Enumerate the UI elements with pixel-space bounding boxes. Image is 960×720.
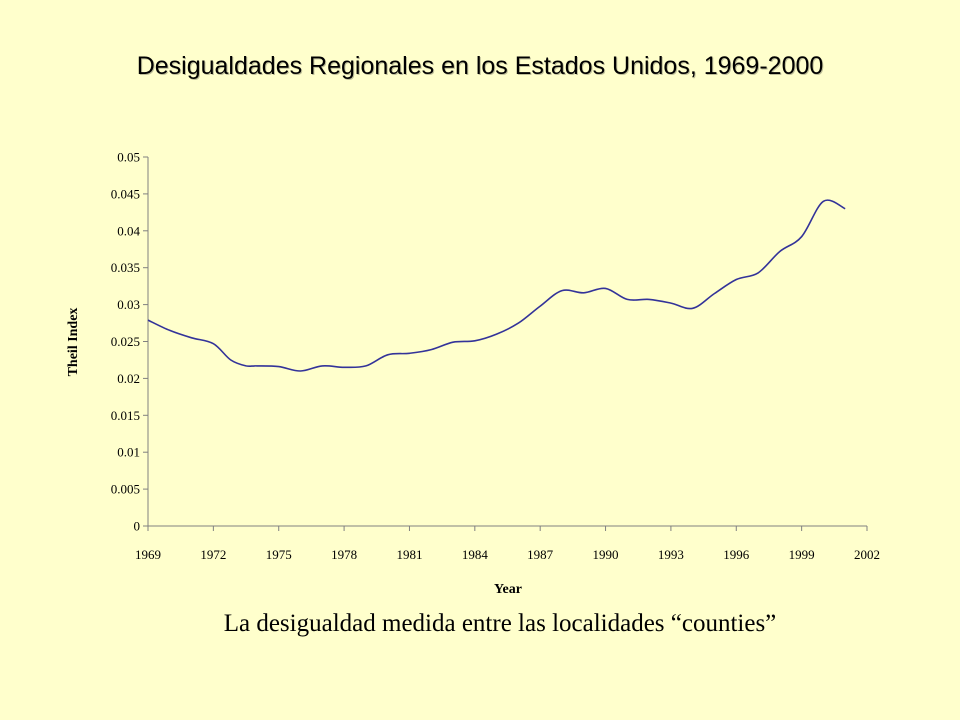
x-tick-label: 1999 — [789, 547, 815, 562]
y-tick-label: 0 — [134, 519, 141, 534]
x-tick-label: 1990 — [593, 547, 619, 562]
x-tick-label: 1993 — [658, 547, 684, 562]
x-tick-label: 1978 — [331, 547, 357, 562]
x-tick-label: 1996 — [723, 547, 750, 562]
x-axis-ticks: 1969 1972 1975 1978 1981 1984 1987 1990 1993 1996… — [135, 526, 880, 562]
x-axis-title: Year — [494, 582, 522, 597]
y-axis-title: Theil Index — [66, 308, 81, 377]
x-tick-label: 1984 — [462, 547, 489, 562]
chart-caption: La desigualdad medida entre las localida… — [223, 610, 777, 637]
y-axis-ticks: 0 0.005 0.01 0.015 0.02 0.025 0.03 0.035 0.04 0.0… — [111, 150, 148, 534]
x-tick-label: 2002 — [854, 547, 880, 562]
x-tick-label: 1972 — [200, 547, 226, 562]
chart-axes — [147, 157, 867, 527]
x-tick-label: 1969 — [135, 547, 161, 562]
y-tick-label: 0.03 — [117, 297, 140, 312]
y-tick-label: 0.015 — [111, 408, 140, 423]
y-tick-label: 0.045 — [111, 186, 140, 201]
y-tick-label: 0.025 — [111, 334, 140, 349]
y-tick-label: 0.035 — [111, 260, 140, 275]
x-tick-label: 1987 — [527, 547, 554, 562]
y-tick-label: 0.05 — [117, 150, 140, 165]
y-tick-label: 0.01 — [117, 445, 140, 460]
slide-title: Desigualdades Regionales en los Estados … — [136, 52, 824, 80]
y-tick-label: 0.02 — [117, 371, 140, 386]
y-tick-label: 0.005 — [111, 482, 140, 497]
x-tick-label: 1975 — [266, 547, 292, 562]
y-tick-label: 0.04 — [117, 223, 140, 238]
x-tick-label: 1981 — [396, 547, 422, 562]
theil-index-line — [147, 199, 846, 372]
